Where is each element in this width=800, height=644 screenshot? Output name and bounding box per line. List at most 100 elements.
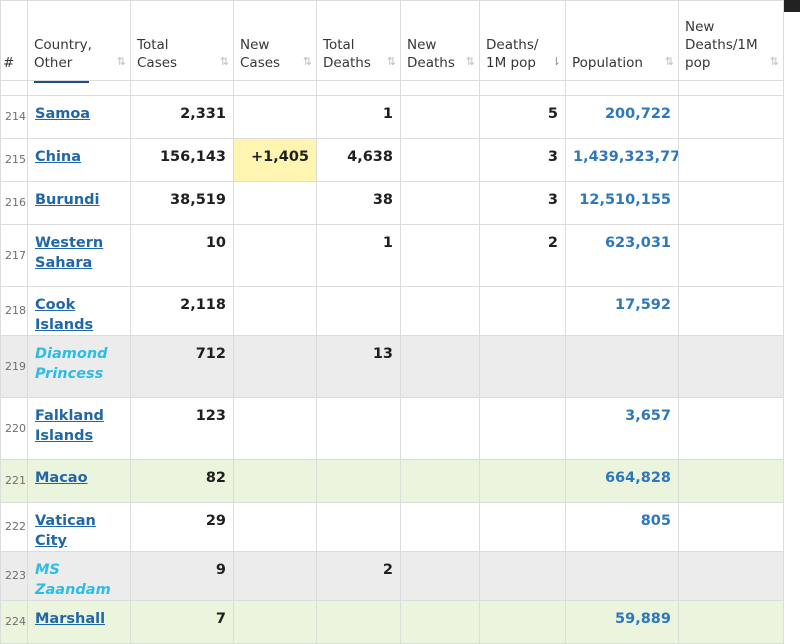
deaths-per-million-cell: 5 bbox=[479, 95, 566, 139]
country-cell: Vatican City bbox=[27, 502, 131, 552]
table-row: 222 Vatican City 29 805 bbox=[0, 502, 784, 552]
total-deaths-cell bbox=[316, 502, 401, 552]
partial-cell bbox=[400, 80, 480, 96]
country-link[interactable]: Cook Islands bbox=[35, 297, 94, 333]
country-link[interactable]: Burundi bbox=[35, 192, 100, 208]
country-cell: Samoa bbox=[27, 95, 131, 139]
sort-icon[interactable]: ⇅ bbox=[116, 55, 126, 68]
row-number: 218 bbox=[0, 286, 28, 336]
column-header-5[interactable]: New Deaths ⇅ bbox=[400, 0, 480, 81]
partial-cell bbox=[233, 80, 317, 96]
sort-icon[interactable]: ⇅ bbox=[465, 55, 475, 68]
deaths-per-million-cell bbox=[479, 286, 566, 336]
new-deaths-cell bbox=[400, 138, 480, 182]
column-header-label: Total Cases bbox=[137, 37, 178, 71]
total-deaths-cell: 1 bbox=[316, 95, 401, 139]
country-cell: China bbox=[27, 138, 131, 182]
column-header-label: New Cases bbox=[240, 37, 281, 71]
total-deaths-cell: 4,638 bbox=[316, 138, 401, 182]
country-cell: Western Sahara bbox=[27, 224, 131, 287]
column-header-label: # bbox=[3, 55, 15, 71]
row-number: 221 bbox=[0, 459, 28, 503]
partial-cell bbox=[479, 80, 566, 96]
column-header-7[interactable]: Population ⇅ bbox=[565, 0, 679, 81]
new-deaths-cell bbox=[400, 502, 480, 552]
sort-icon[interactable]: ⇅ bbox=[664, 55, 674, 68]
table-row: 224 Marshall 7 59,889 bbox=[0, 600, 784, 644]
new-deaths-per-million-cell bbox=[678, 335, 784, 398]
deaths-per-million-cell: 2 bbox=[479, 224, 566, 287]
country-link[interactable]: Vatican City bbox=[35, 513, 96, 549]
country-link[interactable]: Falkland Islands bbox=[35, 408, 104, 444]
total-cases-cell: 10 bbox=[130, 224, 234, 287]
total-cases-cell: 82 bbox=[130, 459, 234, 503]
country-link[interactable]: China bbox=[35, 149, 82, 165]
total-cases-cell: 2,331 bbox=[130, 95, 234, 139]
population-cell: 623,031 bbox=[565, 224, 679, 287]
population-cell: 1,439,323,776 bbox=[565, 138, 679, 182]
country-cell: MS Zaandam bbox=[27, 551, 131, 601]
new-deaths-per-million-cell bbox=[678, 551, 784, 601]
row-number: 220 bbox=[0, 397, 28, 460]
new-deaths-per-million-cell bbox=[678, 502, 784, 552]
sort-icon[interactable]: ⇅ bbox=[219, 55, 229, 68]
column-header-1[interactable]: Country, Other ⇅ bbox=[27, 0, 131, 81]
country-link[interactable]: Samoa bbox=[35, 106, 91, 122]
table-row: 219 Diamond Princess 712 13 bbox=[0, 335, 784, 398]
column-header-label: Population bbox=[572, 55, 643, 71]
total-deaths-cell: 38 bbox=[316, 181, 401, 225]
table-row: 216 Burundi 38,519 38 3 12,510,155 bbox=[0, 181, 784, 225]
new-cases-cell bbox=[233, 459, 317, 503]
population-cell: 805 bbox=[565, 502, 679, 552]
country-cell: Diamond Princess bbox=[27, 335, 131, 398]
sort-icon[interactable]: ⇅ bbox=[769, 55, 779, 68]
population-cell: 3,657 bbox=[565, 397, 679, 460]
country-link[interactable]: Western Sahara bbox=[35, 235, 104, 271]
deaths-per-million-cell bbox=[479, 551, 566, 601]
country-link[interactable]: Macao bbox=[35, 470, 88, 486]
partial-cell bbox=[27, 80, 131, 96]
new-cases-cell: +1,405 bbox=[233, 138, 317, 182]
new-deaths-per-million-cell bbox=[678, 95, 784, 139]
new-deaths-per-million-cell bbox=[678, 600, 784, 644]
sort-icon[interactable]: ⇅ bbox=[302, 55, 312, 68]
column-header-label: Deaths/ 1M pop bbox=[486, 37, 539, 71]
column-header-4[interactable]: Total Deaths ⇅ bbox=[316, 0, 401, 81]
new-cases-cell bbox=[233, 397, 317, 460]
column-header-6[interactable]: Deaths/ 1M pop ⇂ bbox=[479, 0, 566, 81]
total-deaths-cell: 1 bbox=[316, 224, 401, 287]
column-header-3[interactable]: New Cases ⇅ bbox=[233, 0, 317, 81]
partial-cell bbox=[316, 80, 401, 96]
new-deaths-cell bbox=[400, 286, 480, 336]
total-deaths-cell bbox=[316, 459, 401, 503]
column-header-0: # bbox=[0, 0, 28, 81]
deaths-per-million-cell: 3 bbox=[479, 138, 566, 182]
new-deaths-per-million-cell bbox=[678, 459, 784, 503]
sort-icon[interactable]: ⇅ bbox=[386, 55, 396, 68]
new-cases-cell bbox=[233, 600, 317, 644]
partial-cell bbox=[565, 80, 679, 96]
total-deaths-cell bbox=[316, 600, 401, 644]
table-row: 217 Western Sahara 10 1 2 623,031 bbox=[0, 224, 784, 287]
row-number: 214 bbox=[0, 95, 28, 139]
column-header-2[interactable]: Total Cases ⇅ bbox=[130, 0, 234, 81]
partial-cell bbox=[0, 80, 28, 96]
population-cell: 12,510,155 bbox=[565, 181, 679, 225]
country-link[interactable]: Diamond Princess bbox=[35, 346, 108, 382]
sort-icon[interactable]: ⇂ bbox=[551, 55, 561, 68]
country-link[interactable]: Marshall bbox=[35, 611, 106, 627]
country-link[interactable]: MS Zaandam bbox=[35, 562, 111, 598]
new-deaths-cell bbox=[400, 95, 480, 139]
column-header-8[interactable]: New Deaths/1M pop ⇅ bbox=[678, 0, 784, 81]
new-cases-cell bbox=[233, 95, 317, 139]
total-deaths-cell bbox=[316, 286, 401, 336]
total-deaths-cell bbox=[316, 397, 401, 460]
population-cell bbox=[565, 551, 679, 601]
row-number: 215 bbox=[0, 138, 28, 182]
new-deaths-per-million-cell bbox=[678, 286, 784, 336]
population-cell: 59,889 bbox=[565, 600, 679, 644]
new-deaths-cell bbox=[400, 335, 480, 398]
new-cases-cell bbox=[233, 502, 317, 552]
new-deaths-per-million-cell bbox=[678, 397, 784, 460]
